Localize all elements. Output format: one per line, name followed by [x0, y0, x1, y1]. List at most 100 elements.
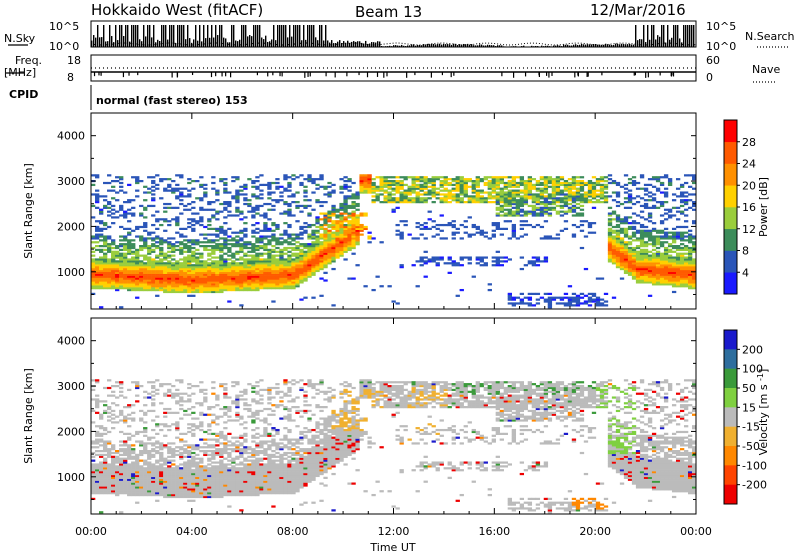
noise-sky-bar	[165, 25, 167, 47]
power-cell	[159, 273, 164, 276]
power-cell	[207, 258, 212, 261]
power-cell	[147, 287, 152, 290]
power-cell	[535, 202, 541, 206]
power-cell	[571, 179, 577, 183]
velocity-cell	[99, 440, 104, 443]
velocity-cell	[103, 480, 108, 483]
velocity-cell	[119, 381, 124, 384]
power-cell	[623, 183, 629, 187]
noise-sky-bar	[191, 42, 193, 47]
power-cell	[283, 267, 288, 271]
power-cell	[103, 281, 108, 284]
power-cell	[211, 281, 216, 284]
power-cell	[147, 283, 152, 286]
power-cell	[291, 246, 296, 250]
power-cell	[299, 227, 304, 230]
power-cell	[439, 197, 444, 200]
power-cell	[555, 191, 561, 194]
power-cell	[91, 262, 96, 265]
power-cell	[259, 254, 264, 257]
power-cell	[507, 208, 512, 211]
power-cell	[223, 269, 228, 273]
velocity-cell	[155, 474, 160, 478]
power-cell	[127, 246, 132, 250]
power-cell	[507, 189, 512, 192]
power-cell	[179, 191, 184, 194]
power-cell	[387, 285, 392, 288]
power-cell	[307, 199, 312, 202]
power-cell	[119, 256, 124, 259]
power-cell	[287, 202, 292, 206]
power-cell	[219, 271, 224, 274]
power-cell	[231, 266, 236, 269]
power-cell	[655, 178, 661, 181]
power-cell	[287, 281, 292, 284]
power-cell	[203, 290, 208, 294]
power-cell	[423, 179, 428, 183]
power-cell	[651, 266, 657, 269]
power-cell	[319, 266, 324, 269]
power-cell	[547, 292, 553, 296]
noise-sky-bar	[675, 25, 677, 47]
power-cell	[243, 197, 248, 200]
power-cell	[495, 178, 500, 181]
power-cell	[119, 243, 124, 246]
power-cell	[327, 195, 332, 198]
power-cell	[347, 248, 352, 252]
power-cell	[279, 281, 284, 284]
power-cell	[251, 206, 256, 209]
power-cell	[423, 181, 428, 185]
power-cell	[335, 231, 340, 234]
power-cell	[523, 199, 529, 202]
power-cell	[243, 277, 248, 280]
power-cell	[295, 266, 300, 269]
power-cell	[583, 181, 589, 185]
power-cell	[103, 277, 108, 280]
power-cell	[551, 179, 557, 183]
power-cell	[331, 241, 336, 244]
power-cell	[347, 222, 352, 225]
power-cell	[275, 187, 280, 190]
power-cell	[163, 288, 168, 292]
power-cell	[687, 174, 693, 177]
velocity-cell	[91, 480, 96, 483]
power-cell	[499, 264, 504, 267]
power-cell	[271, 277, 276, 280]
power-cell	[335, 246, 340, 250]
power-cell	[91, 287, 96, 290]
power-cell	[315, 258, 320, 261]
power-cell	[515, 191, 521, 194]
power-cell	[311, 264, 316, 267]
power-cell	[679, 273, 685, 276]
velocity-cell	[95, 492, 100, 495]
power-cell	[223, 243, 228, 246]
power-cell	[323, 201, 328, 204]
power-cell	[459, 237, 464, 240]
power-cell	[119, 225, 124, 229]
power-cell	[143, 241, 148, 244]
power-cell	[323, 233, 328, 236]
power-cell	[139, 271, 144, 274]
colorbar-tick-label: 4	[742, 266, 749, 279]
power-cell	[635, 246, 641, 250]
power-cell	[599, 277, 605, 280]
power-cell	[411, 197, 416, 200]
power-cell	[451, 264, 456, 267]
power-cell	[175, 174, 180, 177]
power-cell	[547, 212, 553, 215]
power-cell	[431, 179, 436, 183]
power-cell	[99, 267, 104, 271]
power-cell	[567, 197, 573, 200]
power-cell	[471, 223, 476, 227]
power-cell	[667, 245, 673, 248]
power-cell	[447, 222, 452, 225]
power-cell	[139, 260, 144, 263]
power-cell	[299, 254, 304, 257]
power-cell	[647, 216, 653, 219]
power-cell	[135, 288, 140, 292]
power-cell	[391, 201, 396, 204]
velocity-cell	[107, 451, 112, 455]
power-cell	[539, 225, 545, 229]
power-cell	[663, 273, 669, 276]
power-cell	[231, 237, 236, 240]
